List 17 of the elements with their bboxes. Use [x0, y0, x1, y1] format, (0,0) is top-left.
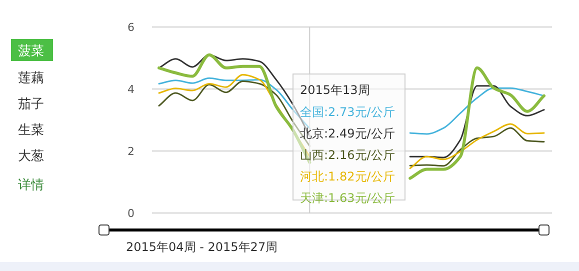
y-tick-label: 2: [128, 145, 134, 158]
y-tick-label: 6: [128, 21, 134, 34]
text: 天津:1.63元/公斤: [300, 191, 395, 205]
text: 2015年04周 - 2015年27周: [126, 240, 278, 254]
text: 全国:2.73元/公斤: [300, 105, 395, 119]
text: 茄子: [18, 97, 44, 112]
annotation: 2015年13周: [300, 83, 370, 97]
text: 北京:2.49元/公斤: [300, 126, 395, 140]
y-tick-label: 4: [128, 83, 134, 96]
text: 莲藕: [18, 71, 44, 86]
text: 详情: [18, 178, 44, 193]
text: 山西:2.16元/公斤: [300, 148, 395, 162]
text: 菠菜: [18, 44, 44, 59]
text: 河北:1.82元/公斤: [300, 170, 395, 184]
y-tick-label: 0: [128, 207, 134, 220]
text: 大葱: [18, 149, 44, 164]
text: 生菜: [18, 123, 44, 138]
